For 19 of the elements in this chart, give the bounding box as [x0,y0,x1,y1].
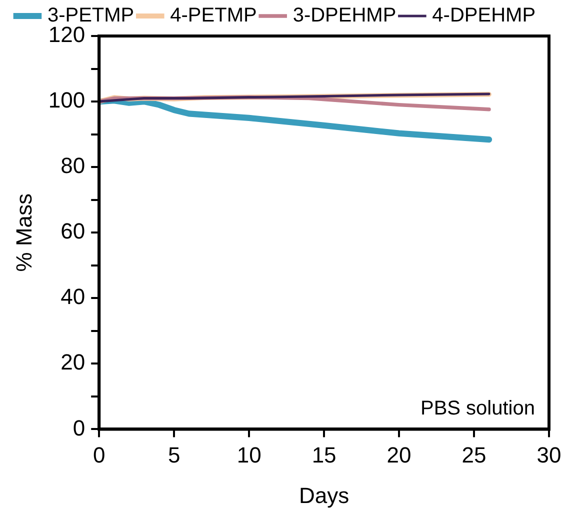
legend-label: 3-DPEHMP [292,4,396,27]
x-tick-label: 5 [168,442,180,468]
x-tick-label: 15 [312,442,336,468]
y-tick-label: 40 [60,284,86,310]
y-tick-label: 20 [60,350,86,375]
y-tick-label: 80 [60,153,86,178]
y-axis-title: % Mass [11,193,36,272]
x-tick-label: 20 [386,442,412,468]
y-tick-label: 100 [48,88,86,113]
x-tick-label: 10 [236,442,262,468]
x-tick-label: 0 [92,442,106,468]
y-tick-label: 60 [60,218,86,244]
y-tick-label: 0 [72,415,86,440]
x-tick-label: 25 [462,442,486,468]
legend-label: 4-DPEHMP [432,4,536,27]
x-tick-label: 30 [536,442,562,468]
x-axis-title: Days [298,482,350,508]
annotation: PBS solution [420,398,535,420]
legend-label: 4-PETMP [170,4,257,27]
